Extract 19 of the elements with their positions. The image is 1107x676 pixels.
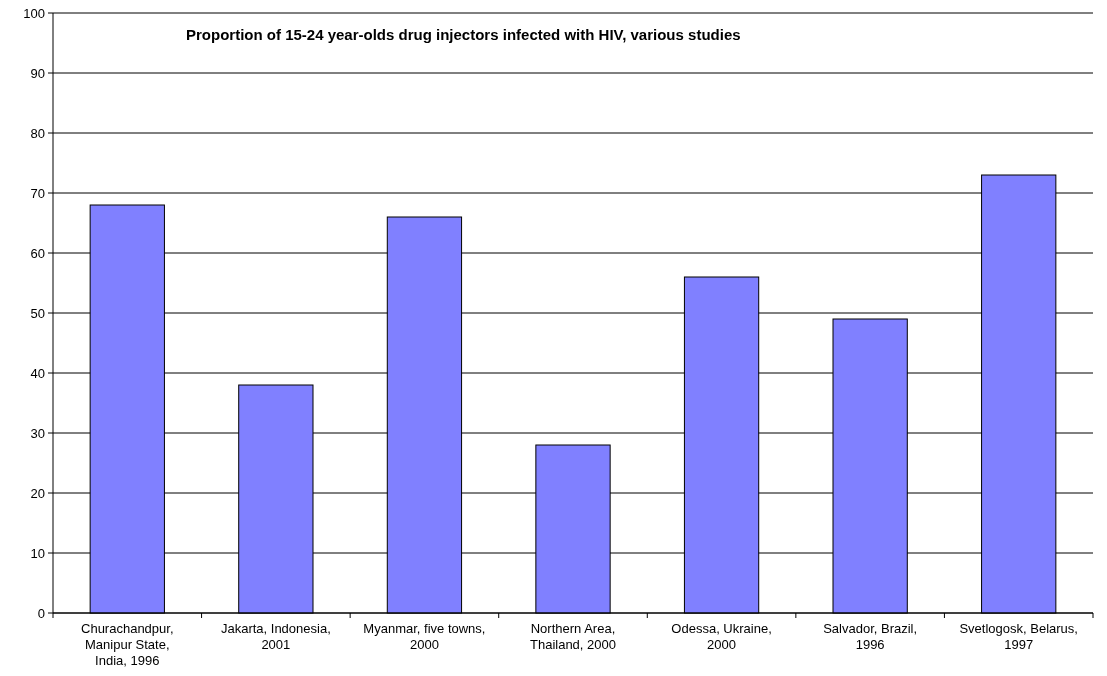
y-tick-label: 60 — [30, 245, 45, 261]
x-tick-label: Myanmar, five towns, 2000 — [363, 621, 486, 652]
x-tick-label: Jakarta, Indonesia, 2001 — [220, 621, 331, 652]
y-tick-label: 40 — [30, 365, 45, 381]
y-tick-label: 30 — [30, 425, 45, 441]
y-tick-label: 50 — [30, 305, 45, 321]
y-tick-label: 90 — [30, 65, 45, 81]
x-tick-label: Churachandpur, Manipur State, India, 1996 — [81, 621, 174, 668]
y-tick-label: 10 — [30, 545, 45, 561]
y-tick-label: 70 — [30, 185, 45, 201]
y-tick-label: 20 — [30, 485, 45, 501]
y-tick-label: 0 — [37, 605, 45, 621]
x-tick-label: Svetlogosk, Belarus, 1997 — [959, 621, 1078, 652]
y-tick-label: 80 — [30, 125, 45, 141]
x-tick-label: Salvador, Brazil, 1996 — [823, 621, 918, 652]
x-tick-label: Odessa, Ukraine, 2000 — [671, 621, 772, 652]
text: Proportion of 15-24 year-olds drug injectors infected with HIV, various studies — [186, 26, 741, 43]
x-tick-label: Northern Area, Thailand, 2000 — [529, 621, 617, 652]
y-tick-label: 100 — [23, 5, 45, 21]
